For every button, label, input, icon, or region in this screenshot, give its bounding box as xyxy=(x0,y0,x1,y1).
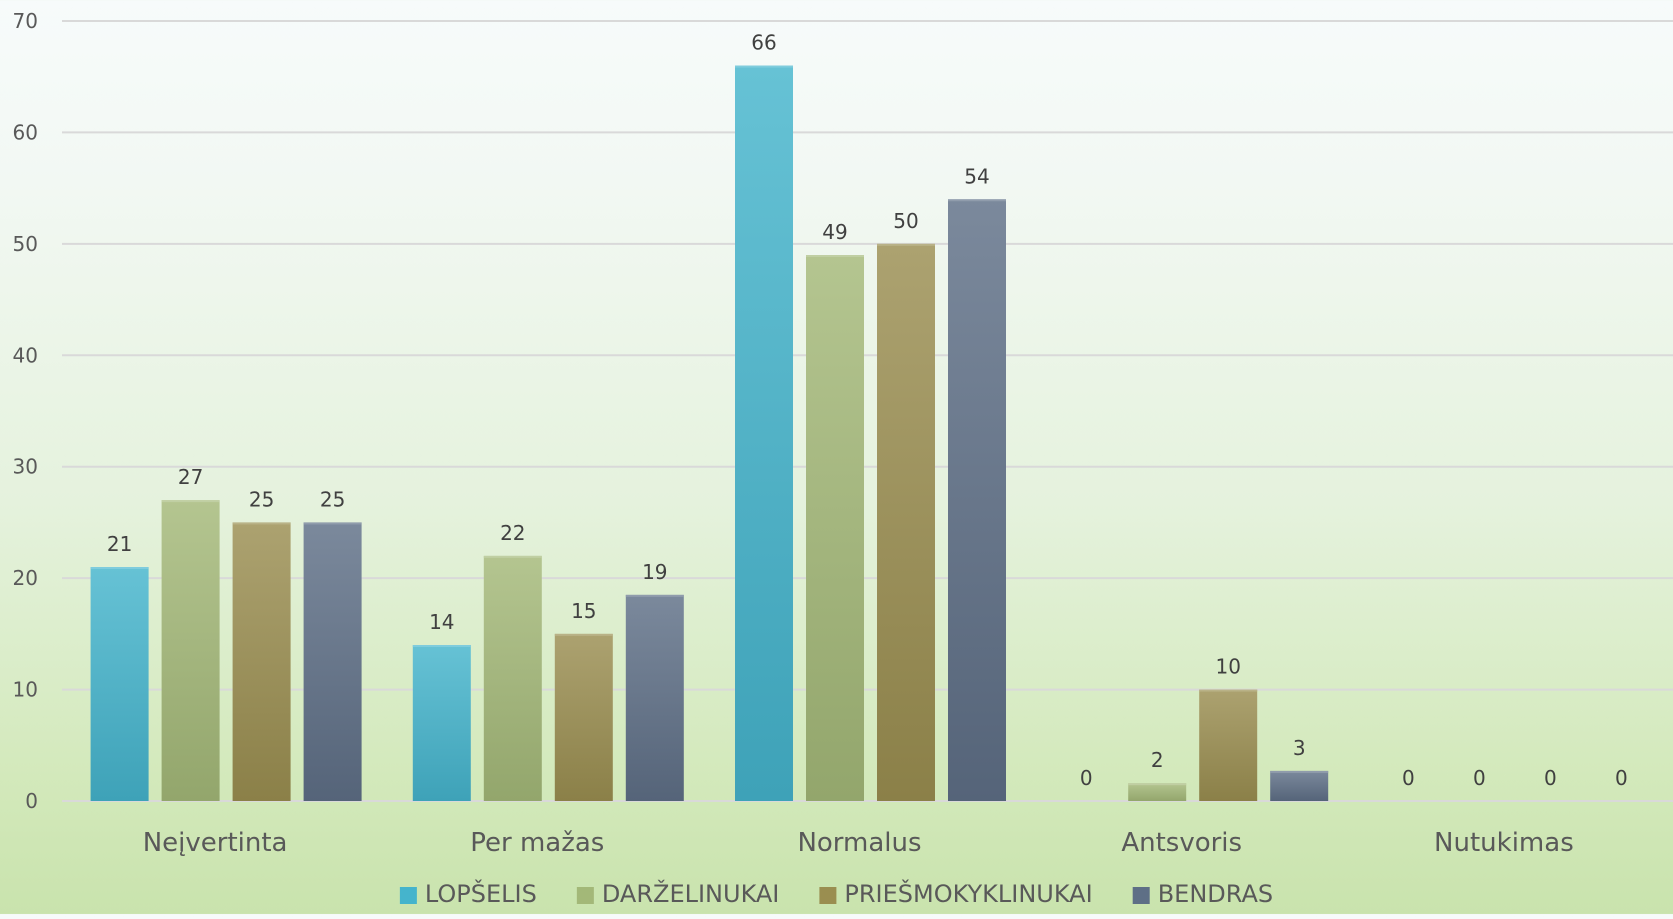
bar-darželinukai-1 xyxy=(483,555,542,801)
legend-label: BENDRAS xyxy=(1158,880,1273,908)
y-tick-label: 60 xyxy=(13,120,38,144)
data-label: 22 xyxy=(500,521,525,545)
bar-highlight xyxy=(483,555,542,558)
legend-item: DARŽELINUKAI xyxy=(576,879,780,908)
y-axis: 0 10 20 30 40 50 60 70 xyxy=(13,9,38,813)
y-tick-label: 40 xyxy=(13,343,38,367)
data-labels: 21 27 25 25 14 22 15 19 66 49 50 54 0 2 10 3 0 0 0 0 xyxy=(107,31,1628,790)
data-label: 15 xyxy=(571,599,596,623)
bar-darželinukai-3 xyxy=(1128,783,1187,801)
y-tick-label: 20 xyxy=(13,566,38,590)
data-label: 25 xyxy=(320,487,345,511)
bar-priešmokyklinukai-2 xyxy=(877,243,935,801)
bar-highlight xyxy=(1270,770,1329,773)
legend-label: PRIEŠMOKYKLINUKAI xyxy=(844,878,1092,908)
data-label: 10 xyxy=(1215,655,1240,679)
bar-highlight xyxy=(412,645,471,647)
legend-swatch xyxy=(576,887,594,904)
bar-highlight xyxy=(303,522,362,525)
data-label: 14 xyxy=(429,610,454,634)
bar-highlight xyxy=(90,567,149,569)
bar-highlight xyxy=(232,522,291,525)
data-label: 50 xyxy=(893,209,918,233)
x-tick-label: Antsvoris xyxy=(1121,828,1242,858)
legend-item: BENDRAS xyxy=(1132,880,1273,908)
data-label: 0 xyxy=(1473,766,1486,790)
data-label: 0 xyxy=(1615,766,1628,790)
bar-bendras-1 xyxy=(625,594,684,801)
data-label: 3 xyxy=(1293,736,1306,760)
x-tick-label: Normalus xyxy=(797,828,921,858)
bar-bendras-2 xyxy=(948,199,1006,802)
bar-darželinukai-0 xyxy=(161,500,220,801)
bar-lopšelis-0 xyxy=(90,567,149,801)
legend-swatch xyxy=(399,887,417,904)
x-tick-label: Nutukimas xyxy=(1434,828,1574,858)
x-tick-label: Neįvertinta xyxy=(143,828,288,858)
bar-highlight xyxy=(625,594,684,597)
bar-priešmokyklinukai-0 xyxy=(232,522,291,801)
bar-lopšelis-1 xyxy=(412,645,471,801)
bar-priešmokyklinukai-3 xyxy=(1199,689,1258,801)
legend: LOPŠELIS DARŽELINUKAI PRIEŠMOKYKLINUKAI BEN… xyxy=(399,878,1273,908)
y-tick-label: 10 xyxy=(13,678,38,702)
y-tick-label: 30 xyxy=(13,455,38,479)
data-label: 49 xyxy=(822,220,847,244)
legend-label: LOPŠELIS xyxy=(425,878,537,908)
bars xyxy=(90,65,1329,802)
x-axis: Neįvertinta Per mažas Normalus Antsvoris Nut… xyxy=(143,828,1574,858)
data-label: 21 xyxy=(107,532,132,556)
y-tick-label: 50 xyxy=(13,232,38,256)
data-label: 54 xyxy=(964,164,989,188)
legend-item: LOPŠELIS xyxy=(399,878,537,908)
bar-highlight xyxy=(554,633,613,636)
legend-item: PRIEŠMOKYKLINUKAI xyxy=(819,878,1093,908)
bar-highlight xyxy=(735,65,793,68)
data-label: 0 xyxy=(1544,766,1557,790)
legend-swatch xyxy=(1132,887,1150,904)
bar-bendras-3 xyxy=(1270,770,1329,801)
bar-priešmokyklinukai-1 xyxy=(554,633,613,801)
bar-darželinukai-2 xyxy=(806,255,864,801)
bar-highlight xyxy=(1199,689,1258,692)
legend-swatch xyxy=(819,887,837,904)
data-label: 0 xyxy=(1402,766,1415,790)
data-label: 2 xyxy=(1151,748,1164,772)
data-label: 66 xyxy=(751,31,776,55)
y-tick-label: 70 xyxy=(13,9,38,33)
y-tick-label: 0 xyxy=(25,789,38,813)
data-label: 27 xyxy=(178,465,203,489)
bar-highlight xyxy=(877,243,935,246)
x-tick-label: Per mažas xyxy=(470,828,604,858)
bar-bendras-0 xyxy=(303,522,362,801)
data-label: 0 xyxy=(1080,766,1093,790)
bar-highlight xyxy=(806,255,864,257)
data-label: 19 xyxy=(642,560,667,584)
bar-highlight xyxy=(161,500,220,503)
bar-highlight xyxy=(948,199,1006,202)
bar-highlight xyxy=(1128,783,1187,786)
data-label: 25 xyxy=(249,487,274,511)
bar-lopšelis-2 xyxy=(735,65,793,802)
legend-label: DARŽELINUKAI xyxy=(602,879,780,908)
